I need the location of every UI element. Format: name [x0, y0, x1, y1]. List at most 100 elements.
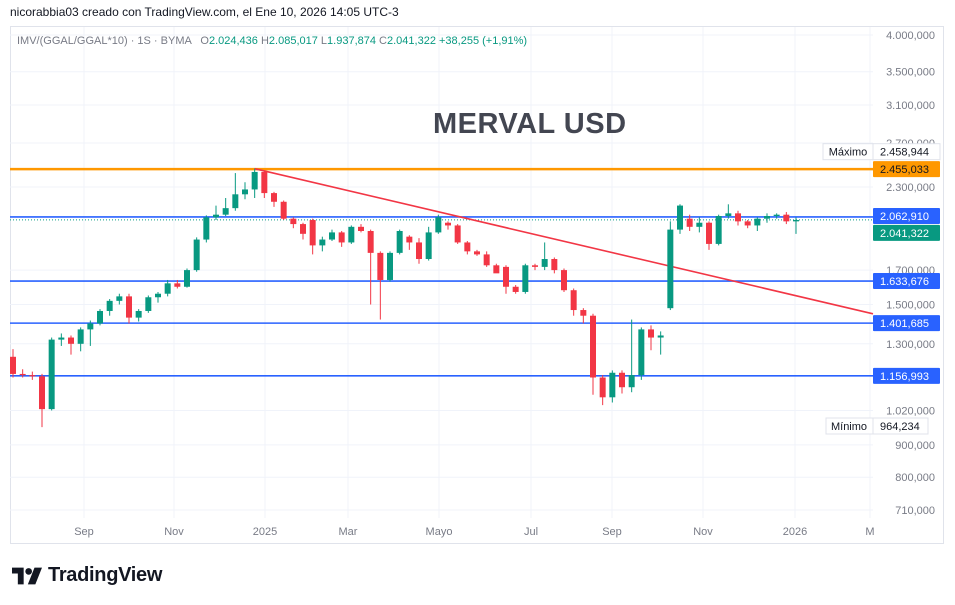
max-value-text: 2.458,944 [880, 147, 929, 159]
symbol-label[interactable]: IMV/(GGAL/GGAL*10) · 1S · BYMA [17, 35, 192, 47]
level-tag-3: 1.401,685 [873, 315, 940, 332]
candle [68, 335, 74, 355]
chart-attribution: nicorabbia03 creado con TradingView.com,… [10, 5, 399, 19]
candle-body [406, 236, 413, 243]
candle [319, 236, 326, 252]
candle-body [193, 239, 200, 271]
candle-body [39, 376, 45, 410]
high-label: H [260, 35, 269, 47]
candle-body [290, 218, 297, 225]
max-value-box [872, 143, 941, 161]
candle-body [97, 310, 103, 324]
x-tick-label: M [865, 526, 874, 538]
candle-body [184, 270, 190, 287]
candle [773, 213, 780, 219]
candle [754, 217, 761, 231]
y-tick-label: 3.100,000 [886, 100, 935, 112]
candle-body [271, 193, 277, 202]
candle-body [68, 337, 74, 344]
candle [744, 220, 751, 229]
candle [58, 333, 65, 346]
candle [532, 263, 538, 271]
level-tag-3-text: 1.401,685 [880, 318, 929, 330]
candle-body [155, 293, 161, 298]
candle-body [425, 232, 432, 260]
candle-body [251, 171, 258, 190]
max-marker: Máximo 2.458,944 [822, 143, 941, 161]
candle-body [541, 259, 548, 267]
candle [97, 309, 103, 326]
candle-body [126, 296, 132, 318]
candle-body [367, 230, 374, 253]
y-tick-label: 3.500,000 [886, 67, 935, 79]
brand-name: TradingView [48, 564, 163, 586]
candle [580, 308, 587, 324]
candle-body [135, 310, 142, 318]
candle-body [77, 329, 84, 344]
candle [648, 325, 654, 351]
candle [135, 309, 142, 322]
candle [377, 251, 384, 320]
candle-body [309, 220, 316, 246]
candle [570, 288, 577, 316]
candle [464, 240, 471, 255]
candle-body [387, 252, 393, 280]
x-tick-label: Sep [74, 526, 94, 538]
candle-body [416, 242, 422, 260]
candle-body [638, 329, 645, 376]
candle-body [512, 286, 519, 292]
candles [10, 168, 799, 428]
y-tick-label: 1.500,000 [886, 299, 935, 311]
candle [77, 327, 84, 352]
open-label: O [200, 35, 209, 47]
candle-body [715, 215, 722, 244]
level-tag-4-text: 1.156,993 [880, 371, 929, 383]
candle-body [261, 171, 268, 194]
candle [358, 224, 364, 233]
candle [483, 251, 490, 267]
candle-body [483, 254, 490, 266]
candle [474, 249, 480, 256]
chart-frame[interactable] [10, 26, 944, 544]
candle [667, 221, 674, 311]
candle [242, 182, 248, 200]
candle [609, 370, 616, 403]
candle [222, 198, 229, 216]
y-tick-label: 1.020,000 [886, 405, 935, 417]
candle [19, 369, 26, 378]
candle-body [222, 208, 229, 215]
min-marker-text: Mínimo [831, 421, 867, 433]
time-axis[interactable]: Sep Nov 2025 Mar Mayo Jul Sep Nov 2026 M [74, 526, 874, 538]
candle-body [696, 222, 703, 227]
low-value: 1.937,874 [327, 35, 376, 47]
candle-body [522, 265, 529, 292]
y-tick-label: 710,000 [895, 505, 935, 517]
low-label: L [320, 35, 328, 47]
tradingview-brand[interactable]: TradingView [12, 564, 162, 587]
candle-body [667, 229, 674, 309]
candle-body [280, 201, 287, 219]
candle [764, 213, 770, 223]
candle-body [10, 356, 16, 374]
candle [309, 218, 316, 255]
candle-body [570, 290, 577, 311]
candle-body [48, 339, 55, 410]
candle-body [735, 213, 741, 222]
candle-body [609, 372, 616, 398]
level-tag-orange-bg [873, 161, 940, 178]
candle [203, 215, 210, 243]
candle [619, 370, 625, 394]
level-tag-2-text: 1.633,676 [880, 276, 929, 288]
candle-body [532, 265, 538, 267]
candle [735, 210, 741, 226]
candle-body [319, 239, 326, 246]
candle [657, 331, 664, 355]
y-tick-label: 900,000 [895, 440, 935, 452]
candle [164, 279, 171, 297]
candle [445, 221, 451, 230]
candle-body [242, 189, 248, 195]
change-value: +38,255 (+1,91%) [439, 35, 528, 47]
x-tick-label: Mar [339, 526, 358, 538]
candle-body [338, 232, 345, 243]
